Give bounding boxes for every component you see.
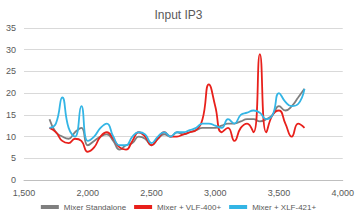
svg-text:10: 10 [6,132,16,142]
svg-text:4,000: 4,000 [331,188,354,198]
svg-text:35: 35 [6,23,16,33]
svg-text:2,500: 2,500 [140,188,163,198]
svg-text:Mixer Standalone: Mixer Standalone [64,203,127,212]
svg-text:Mixer + XLF-421+: Mixer + XLF-421+ [252,203,316,212]
svg-text:1,500: 1,500 [13,188,36,198]
svg-text:3,500: 3,500 [268,188,291,198]
svg-text:20: 20 [6,88,16,98]
svg-text:0: 0 [11,175,16,185]
svg-text:30: 30 [6,45,16,55]
svg-text:2,000: 2,000 [76,188,99,198]
svg-text:3,000: 3,000 [204,188,227,198]
svg-text:Input IP3: Input IP3 [154,8,202,22]
svg-text:5: 5 [11,153,16,163]
svg-text:Mixer + VLF-400+: Mixer + VLF-400+ [157,203,221,212]
svg-text:25: 25 [6,66,16,76]
svg-text:15: 15 [6,110,16,120]
